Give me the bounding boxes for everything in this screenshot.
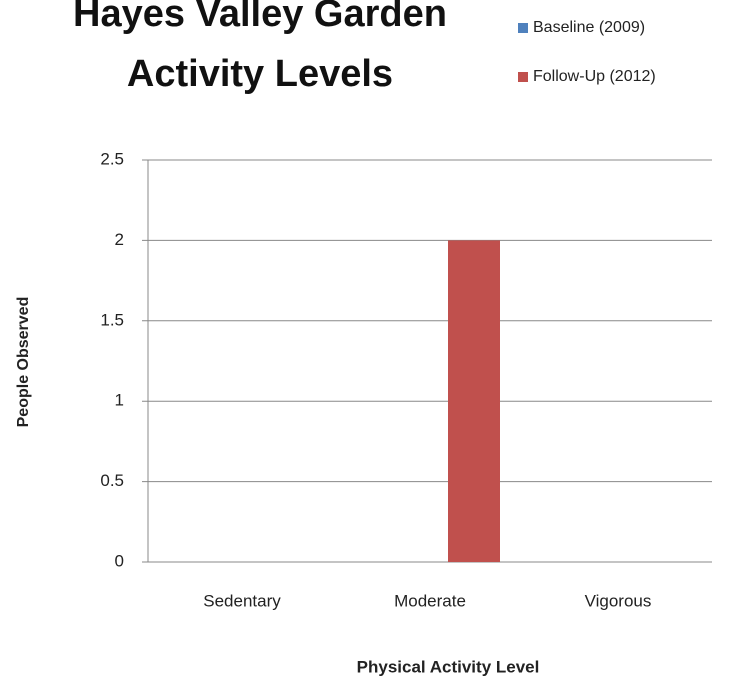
- y-tick-label: 0: [115, 551, 124, 570]
- y-tick-label: 0.5: [100, 471, 124, 490]
- y-tick-label: 2: [115, 230, 124, 249]
- x-axis-label: Physical Activity Level: [357, 657, 540, 676]
- legend-label: Baseline (2009): [533, 19, 645, 36]
- y-tick-label: 2.5: [100, 149, 124, 168]
- legend-swatch: [518, 23, 528, 33]
- legend-swatch: [518, 72, 528, 82]
- y-tick-label: 1.5: [100, 310, 124, 329]
- chart-title: Hayes Valley Garden Activity Levels: [73, 0, 447, 95]
- x-tick-label: Vigorous: [585, 591, 652, 610]
- y-tick-label: 1: [115, 391, 124, 410]
- legend-label: Follow-Up (2012): [533, 68, 656, 85]
- x-tick-label: Sedentary: [203, 591, 281, 610]
- bar: [448, 240, 500, 562]
- x-tick-label: Moderate: [394, 591, 466, 610]
- y-axis-label: People Observed: [15, 297, 32, 428]
